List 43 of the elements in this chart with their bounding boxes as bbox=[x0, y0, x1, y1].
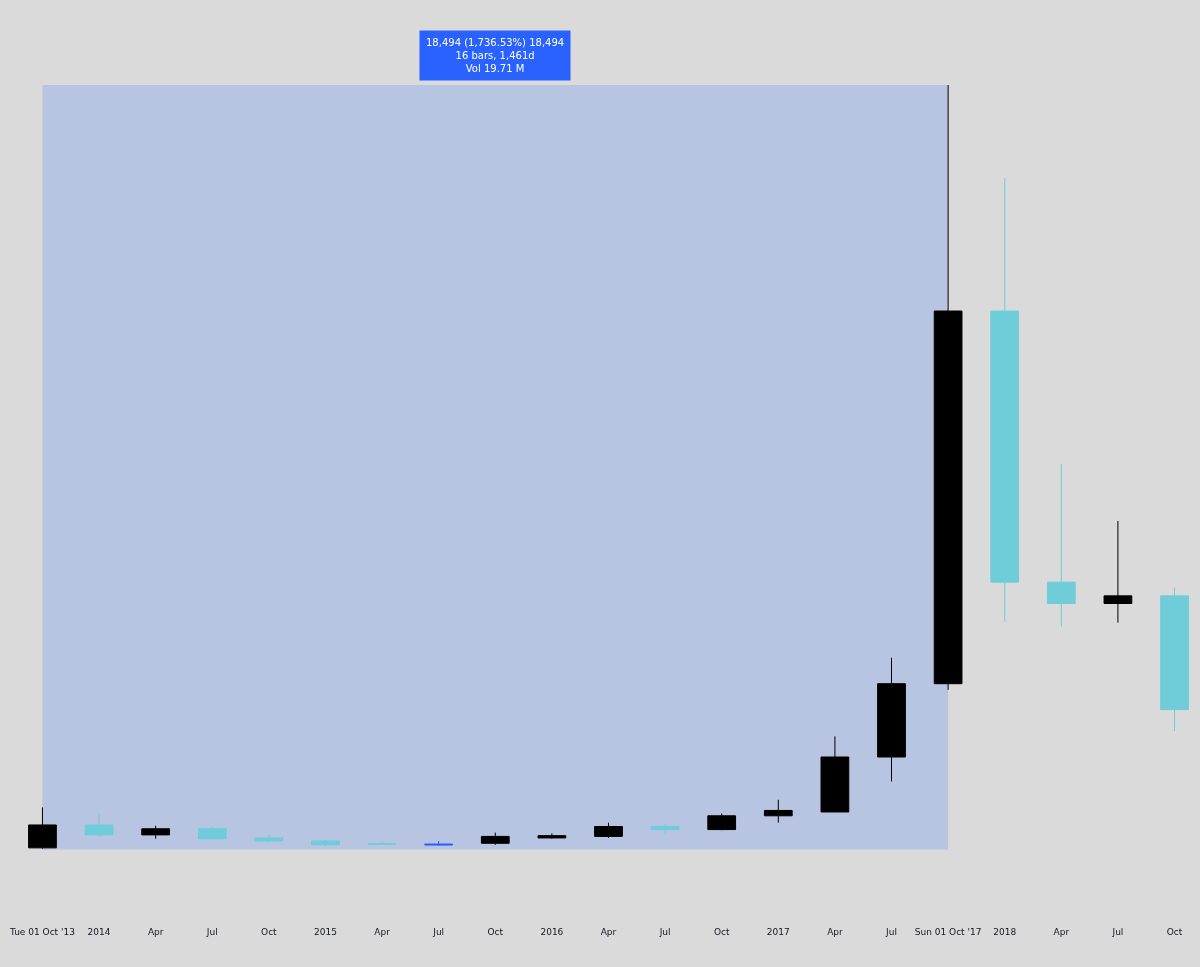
candlestick bbox=[254, 834, 284, 844]
candlestick bbox=[537, 832, 567, 839]
x-tick-label: 2014 bbox=[87, 927, 111, 937]
x-tick-label: Oct bbox=[261, 927, 278, 937]
x-tick-label: 2015 bbox=[314, 927, 337, 937]
x-tick-label: Jul bbox=[432, 927, 445, 937]
candlestick bbox=[28, 806, 57, 850]
candlestick bbox=[877, 657, 906, 782]
band-label: 18,494 (1,736.53%) 18,494 16 bars, 1,461d Vol 19.71 M bbox=[426, 37, 565, 74]
candlestick bbox=[594, 822, 623, 839]
x-tick-label: Apr bbox=[827, 927, 843, 937]
x-tick-label: Apr bbox=[600, 927, 617, 937]
candlestick bbox=[933, 85, 963, 691]
x-tick-label: Jul bbox=[1111, 927, 1124, 937]
candlestick bbox=[311, 838, 340, 847]
x-tick-label: Oct bbox=[713, 927, 730, 937]
x-tick-label: 2018 bbox=[993, 927, 1017, 937]
candlestick bbox=[141, 825, 171, 840]
candlestick bbox=[650, 822, 680, 836]
x-tick-label: Tue 01 Oct '13 bbox=[9, 927, 75, 937]
candlestick bbox=[480, 832, 510, 846]
candlestick bbox=[763, 799, 793, 824]
x-tick-label: 2017 bbox=[766, 927, 790, 937]
candlestick bbox=[1046, 463, 1076, 627]
candlestick bbox=[707, 813, 737, 831]
x-tick-label: Apr bbox=[1053, 927, 1070, 937]
x-tick-label: Oct bbox=[1166, 927, 1183, 937]
candlestick bbox=[1160, 586, 1189, 732]
candlestick bbox=[1103, 520, 1133, 624]
x-tick-label: 2016 bbox=[540, 927, 564, 937]
x-tick-label: Jul bbox=[205, 927, 218, 937]
candlestick bbox=[820, 735, 850, 813]
x-tick-label: Jul bbox=[658, 927, 671, 937]
x-tick-label: Apr bbox=[147, 927, 164, 937]
candlestick bbox=[424, 840, 454, 847]
candlestick bbox=[367, 841, 397, 846]
candlestick bbox=[84, 813, 114, 837]
x-tick-label: Oct bbox=[487, 927, 504, 937]
x-tick-label: Apr bbox=[374, 927, 391, 937]
candlestick bbox=[990, 177, 1020, 623]
x-tick-label: Sun 01 Oct '17 bbox=[914, 927, 982, 937]
x-tick-label: Jul bbox=[885, 927, 897, 937]
candlestick bbox=[197, 825, 227, 840]
